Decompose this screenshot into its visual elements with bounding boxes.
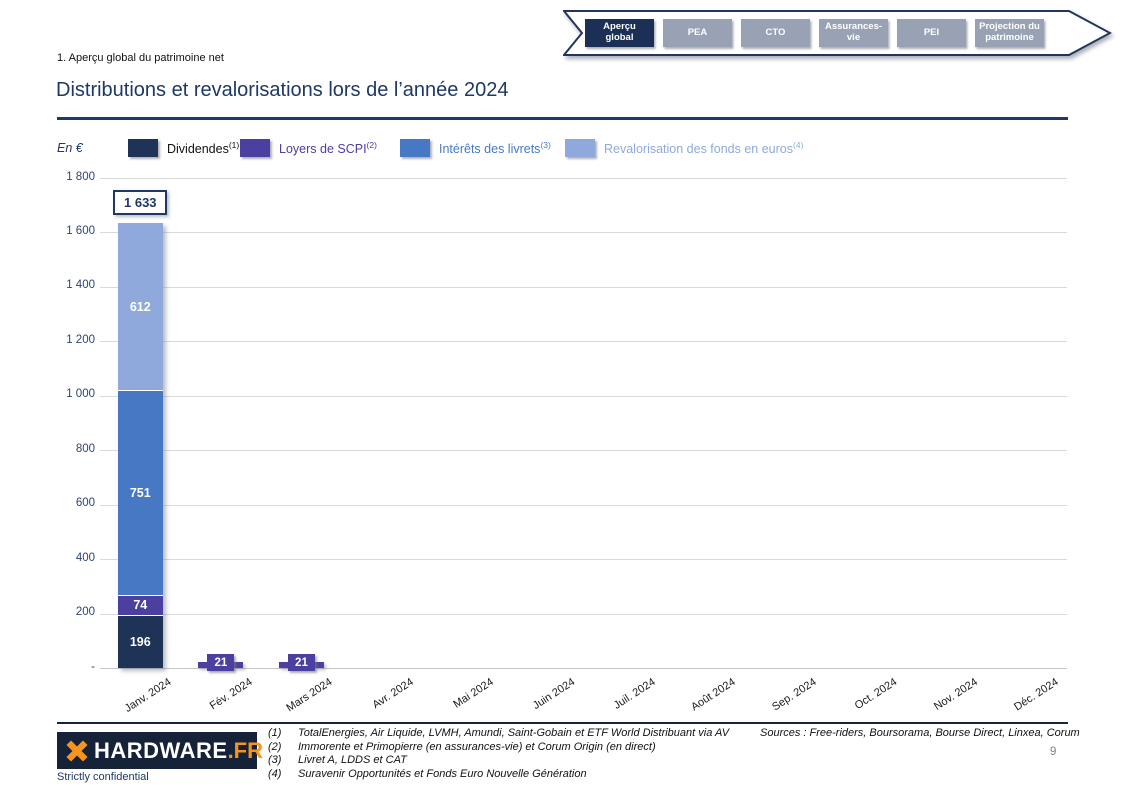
gridline [100,450,1067,452]
gridline [100,613,1067,615]
footnote-row: (3) Livret A, LDDS et CAT [268,754,407,766]
footnote-row: (4) Suravenir Opportunités et Fonds Euro … [268,767,587,780]
y-tick-label: 1 400 [66,279,95,292]
x-tick-label-janv-2024: Janv. 2024 [122,676,174,715]
y-tick-label: 1 200 [66,333,95,346]
y-tick-label: 800 [75,442,95,455]
bar-segment-dividendes: 196 [117,614,163,668]
x-tick-label-oct-2024: Oct. 2024 [852,676,900,713]
small-value-badge-fev-2024: 21 [207,654,235,671]
nav-tab-pei[interactable]: PEI [897,19,966,47]
bar-janv-2024: 612 751 74 196 [117,223,163,668]
gridline [100,504,1067,506]
logo-suffix: .FR [227,737,264,763]
legend-label: Loyers de SCPI(2) [279,139,377,157]
page-number: 9 [1050,746,1057,758]
x-tick-label-dec-2024: Déc. 2024 [1011,676,1061,714]
footnotes: (1) TotalEnergies, Air Liquide, LVMH, Amu… [268,727,729,781]
y-tick-label: - [91,660,95,673]
footer-divider [57,722,1068,724]
legend-label: Intérêts des livrets(3) [439,139,551,157]
legend-item-revalorisation-des-fonds-en-euros: Revalorisation des fonds en euros(4) [565,139,803,157]
section-nav-banner: Aperçu global PEA CTO Assurances-vie PEI Proj… [563,10,1112,56]
x-tick-label-mars-2024: Mars 2024 [284,676,336,715]
title-underline [57,117,1068,120]
segment-value-label: 74 [133,598,148,613]
bar-segment-revalorisation-des-fonds-en-euros: 612 [117,223,163,391]
total-value-label: 1 633 [113,190,168,216]
legend-swatch-loyers-de-scpi [240,139,270,157]
gridline [100,178,1067,179]
logo-x-icon [66,739,88,762]
y-tick-label: 200 [75,606,95,619]
logo-text: HARDWARE [94,737,228,763]
x-tick-label-fev-2024: Fév. 2024 [207,676,255,713]
footnote-row: (1) TotalEnergies, Air Liquide, LVMH, Amu… [268,727,730,739]
gridline [100,286,1067,288]
bar-segment-loyers-de-scpi: 74 [117,594,163,615]
y-tick-label: 1 000 [66,388,95,401]
x-tick-label-juin-2024: Juin 2024 [530,676,577,713]
gridline [100,668,1067,669]
segment-value-label: 196 [129,634,151,649]
bar-segment-interets-des-livrets: 751 [117,390,163,595]
gridline [100,232,1067,234]
confidential-note: Strictly confidential [57,771,149,783]
chart-legend: En € Dividendes(1) Loyers de SCPI(2) Intér… [0,139,1123,159]
legend-label: Revalorisation des fonds en euros(4) [604,139,804,157]
unit-label: En € [57,141,83,155]
y-tick-label: 1 800 [66,170,95,183]
x-tick-label-aout-2024: Août 2024 [689,676,738,714]
x-tick-label-juil-2024: Juil. 2024 [611,676,658,712]
legend-swatch-interets-des-livrets [400,139,430,157]
y-tick-label: 600 [75,497,95,510]
nav-tab-assurances-vie[interactable]: Assurances-vie [819,19,888,47]
segment-value-label: 751 [129,485,151,500]
segment-value-label: 612 [129,299,151,314]
legend-item-interets-des-livrets: Intérêts des livrets(3) [400,139,551,157]
nav-tab-projection-du-patrimoine[interactable]: Projection du patrimoine [975,19,1044,47]
sources-note: Sources : Free-riders, Boursorama, Bours… [760,727,1080,739]
legend-swatch-dividendes [128,139,158,157]
legend-item-dividendes: Dividendes(1) [128,139,239,157]
nav-tab-apercu-global[interactable]: Aperçu global [585,19,654,47]
x-tick-label-avr-2024: Avr. 2024 [370,676,416,712]
small-value-badge-mars-2024: 21 [287,654,315,671]
footnote-row: (2) Immorente et Primopierre (en assuranc… [268,740,656,753]
page-title: Distributions et revalorisations lors de… [56,79,509,101]
breadcrumb: 1. Aperçu global du patrimoine net [57,52,224,64]
chart-plot-area: 612 751 74 196 1 633 21 21 [100,178,1067,671]
nav-tabs: Aperçu global PEA CTO Assurances-vie PEI Proj… [585,19,1044,47]
gridline [100,341,1067,343]
legend-item-loyers-de-scpi: Loyers de SCPI(2) [240,139,377,157]
y-tick-label: 400 [75,551,95,564]
x-tick-label-mai-2024: Mai 2024 [451,676,497,711]
legend-label: Dividendes(1) [167,139,240,157]
hardware-fr-logo: HARDWARE .FR [57,732,263,769]
gridline [100,395,1067,397]
x-tick-label-sep-2024: Sep. 2024 [769,676,819,714]
nav-tab-pea[interactable]: PEA [663,19,732,47]
x-tick-label-nov-2024: Nov. 2024 [931,676,980,713]
nav-tab-cto[interactable]: CTO [741,19,810,47]
y-tick-label: 1 600 [66,224,95,237]
gridline [100,559,1067,561]
legend-swatch-revalorisation-des-fonds-en-euros [565,139,595,157]
